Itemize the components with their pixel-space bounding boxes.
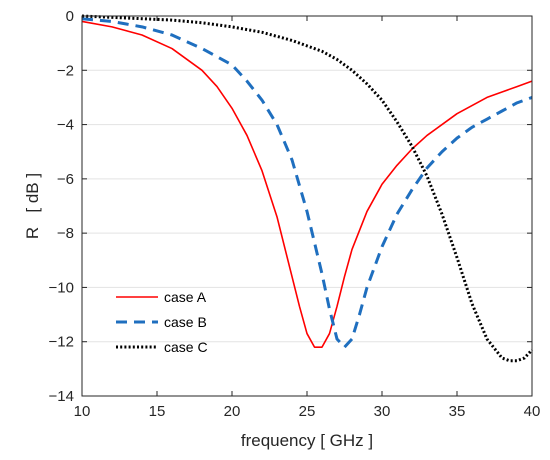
axes (81, 15, 533, 397)
legend: case A case B case C (116, 289, 208, 355)
y-tick-label-2: −4 (57, 117, 74, 134)
y-tick-label-7: −14 (49, 388, 74, 405)
x-tick-label-2: 20 (224, 403, 241, 420)
y-tick-label-5: −10 (49, 279, 74, 296)
plot-frame (81, 15, 533, 397)
series-line-1 (81, 20, 533, 348)
x-tick-label-5: 35 (449, 403, 466, 420)
y-tick-label-1: −2 (57, 62, 74, 79)
y-tick-label-3: −6 (57, 171, 74, 188)
x-tick-label-0: 10 (74, 403, 91, 420)
x-axis-label: frequency [ GHz ] (241, 431, 373, 450)
series-group (81, 14, 534, 363)
series-line-3 (81, 14, 534, 363)
tick-labels: 10 15 20 25 30 35 40 0 −2 −4 −6 −8 −10 −12 −14 (49, 8, 541, 420)
series-line-2 (81, 17, 533, 349)
y-tick-label-6: −12 (49, 334, 74, 351)
x-tick-label-1: 15 (149, 403, 166, 420)
legend-label-2: case B (164, 314, 207, 330)
legend-label-1: case A (164, 289, 207, 305)
legend-label-3: case C (164, 339, 208, 355)
x-tick-label-3: 25 (299, 403, 316, 420)
y-tick-label-0: 0 (66, 8, 74, 25)
y-tick-label-4: −8 (57, 225, 74, 242)
x-tick-label-6: 40 (524, 403, 541, 420)
x-tick-label-4: 30 (374, 403, 391, 420)
grid-lines (82, 15, 532, 397)
y-axis-label: R [ dB ] (23, 173, 42, 239)
